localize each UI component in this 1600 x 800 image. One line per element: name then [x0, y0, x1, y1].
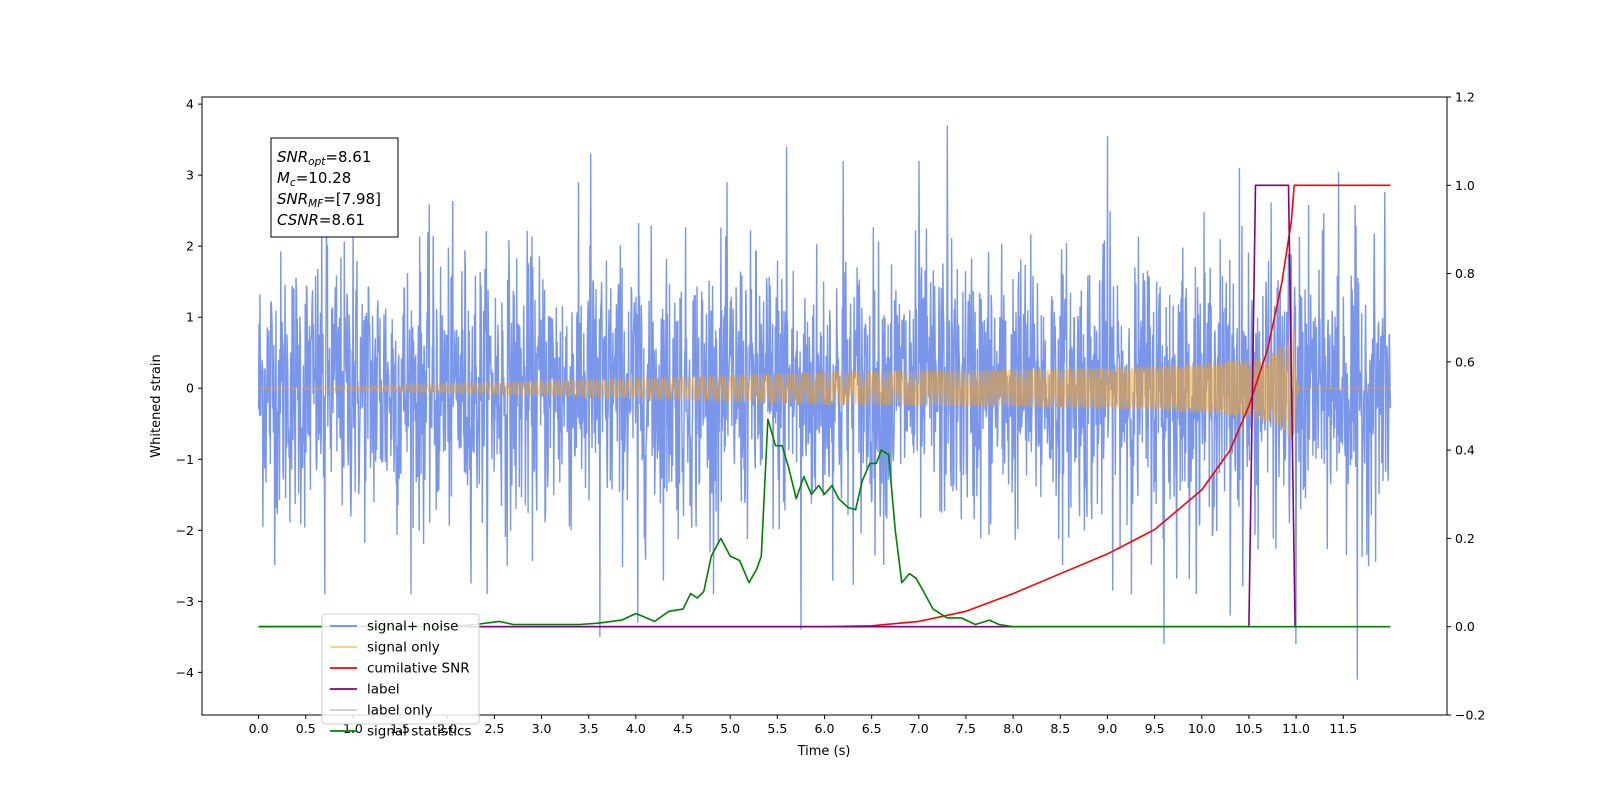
x-tick-label: 4.5: [673, 721, 693, 736]
legend-entry-signal-only: signal only: [330, 640, 440, 656]
x-tick-label: 6.5: [862, 721, 882, 736]
x-tick-label: 10.0: [1188, 721, 1216, 736]
y-right-tick-label: 1.0: [1455, 178, 1475, 193]
y-axis-right: 1.2 1.0 0.8 0.6 0.4 0.2 0.0 −0.2: [1447, 90, 1485, 723]
y-left-tick-label: −1: [176, 452, 194, 467]
legend-entry-label-only: label only: [330, 703, 433, 719]
y-left-tick-label: −3: [176, 594, 194, 609]
x-tick-label: 7.5: [956, 721, 976, 736]
x-tick-label: 2.0: [437, 721, 457, 736]
x-tick-label: 0.5: [296, 721, 316, 736]
legend-label: label only: [367, 703, 433, 719]
legend-label: signal only: [367, 640, 440, 656]
series-line-cumilative-snr: [258, 184, 1391, 628]
x-tick-label: 0.0: [249, 721, 269, 736]
x-tick-label: 6.0: [815, 721, 835, 736]
legend-frame: [321, 613, 480, 725]
y-left-tick-label: −4: [176, 665, 194, 680]
y-right-tick-label: 1.2: [1455, 90, 1475, 105]
x-axis: 0.0 0.5 1.0 1.5 2.0 2.5 3.0 3.5 4.0 4.5 5.0 5.5 6.0 6…: [249, 715, 1357, 736]
legend-label: signal+ noise: [367, 619, 458, 635]
x-tick-label: 1.0: [343, 721, 363, 736]
x-tick-label: 8.5: [1050, 721, 1070, 736]
legend-label: cumilative SNR: [367, 661, 470, 677]
y-right-tick-label: −0.2: [1455, 708, 1485, 723]
y-left-tick-label: 0: [186, 381, 194, 396]
y-left-tick-label: 2: [186, 239, 194, 254]
x-tick-label: 10.5: [1235, 721, 1263, 736]
legend-entry-label: label: [330, 682, 400, 698]
legend-label: label: [367, 682, 400, 698]
info-box-line: Mc=10.28: [277, 169, 351, 189]
x-tick-label: 8.0: [1003, 721, 1023, 736]
legend-entry-signal-noise: signal+ noise: [330, 619, 458, 635]
x-tick-label: 11.0: [1282, 721, 1310, 736]
info-box-frame: [270, 137, 399, 238]
x-tick-label: 3.0: [532, 721, 552, 736]
y-right-tick-label: 0.8: [1455, 266, 1475, 281]
x-tick-label: 9.5: [1145, 721, 1165, 736]
y-axis-left-label: Whitened strain: [149, 354, 164, 457]
x-tick-label: 4.0: [626, 721, 646, 736]
x-tick-label: 1.5: [390, 721, 410, 736]
series-line-signal-statistics: [258, 418, 1391, 628]
x-tick-label: 5.5: [767, 721, 787, 736]
y-right-tick-label: 0.6: [1455, 354, 1475, 369]
info-box-line: SNRopt=8.61: [277, 148, 371, 168]
info-box-line: CSNR=8.61: [277, 211, 365, 229]
y-left-tick-label: 3: [186, 168, 194, 183]
legend-entry-cumilative-snr: cumilative SNR: [330, 661, 470, 677]
y-left-tick-label: 4: [186, 97, 194, 112]
x-tick-label: 3.5: [579, 721, 599, 736]
y-left-tick-label: −2: [176, 523, 194, 538]
y-axis-left: 4 3 2 1 0 −1 −2 −3 −4: [176, 97, 202, 680]
y-right-tick-label: 0.2: [1455, 531, 1475, 546]
x-axis-label: Time (s): [797, 744, 851, 759]
legend: signal+ noise signal only cumilative SNR la…: [321, 613, 480, 740]
x-tick-label: 5.0: [720, 721, 740, 736]
y-right-tick-label: 0.0: [1455, 619, 1475, 634]
y-left-tick-label: 1: [186, 310, 194, 325]
legend-label: signal statistics: [367, 724, 471, 740]
x-tick-label: 11.5: [1329, 721, 1357, 736]
series-line-signal-only: [258, 327, 1391, 456]
info-box-line: SNRMF=[7.98]: [277, 190, 381, 210]
x-tick-label: 9.0: [1098, 721, 1118, 736]
x-tick-label: 2.5: [484, 721, 504, 736]
series-layer: [257, 125, 1392, 680]
legend-entry-signal-statistics: signal statistics: [330, 724, 471, 740]
x-tick-label: 7.0: [909, 721, 929, 736]
y-right-tick-label: 0.4: [1455, 443, 1475, 458]
